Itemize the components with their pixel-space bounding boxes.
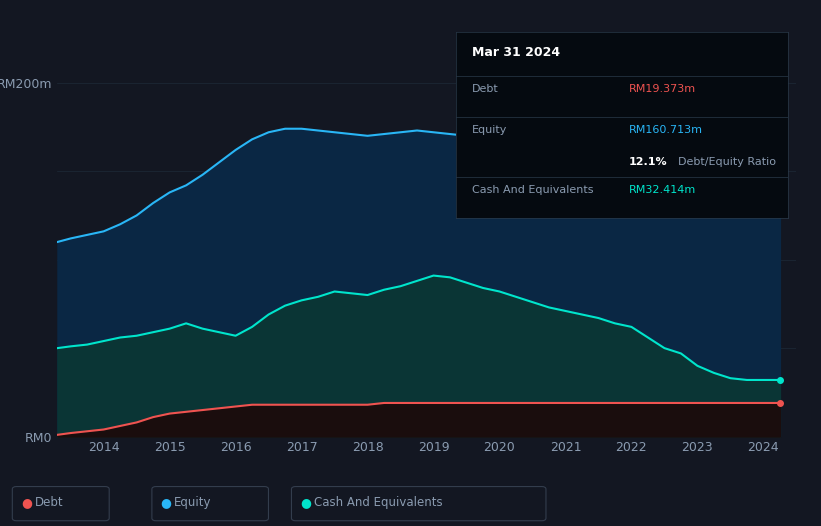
- Text: ●: ●: [300, 496, 311, 509]
- Text: RM160.713m: RM160.713m: [629, 125, 703, 135]
- Text: ●: ●: [160, 496, 172, 509]
- Text: ●: ●: [21, 496, 32, 509]
- Text: Cash And Equivalents: Cash And Equivalents: [314, 496, 443, 509]
- Text: Debt: Debt: [472, 84, 499, 94]
- Text: 12.1%: 12.1%: [629, 157, 667, 167]
- Text: Debt: Debt: [34, 496, 63, 509]
- Text: Equity: Equity: [174, 496, 212, 509]
- Text: Debt/Equity Ratio: Debt/Equity Ratio: [678, 157, 777, 167]
- Text: Mar 31 2024: Mar 31 2024: [472, 46, 561, 59]
- Text: Equity: Equity: [472, 125, 507, 135]
- Text: Cash And Equivalents: Cash And Equivalents: [472, 185, 594, 195]
- Text: RM19.373m: RM19.373m: [629, 84, 695, 94]
- Text: RM32.414m: RM32.414m: [629, 185, 696, 195]
